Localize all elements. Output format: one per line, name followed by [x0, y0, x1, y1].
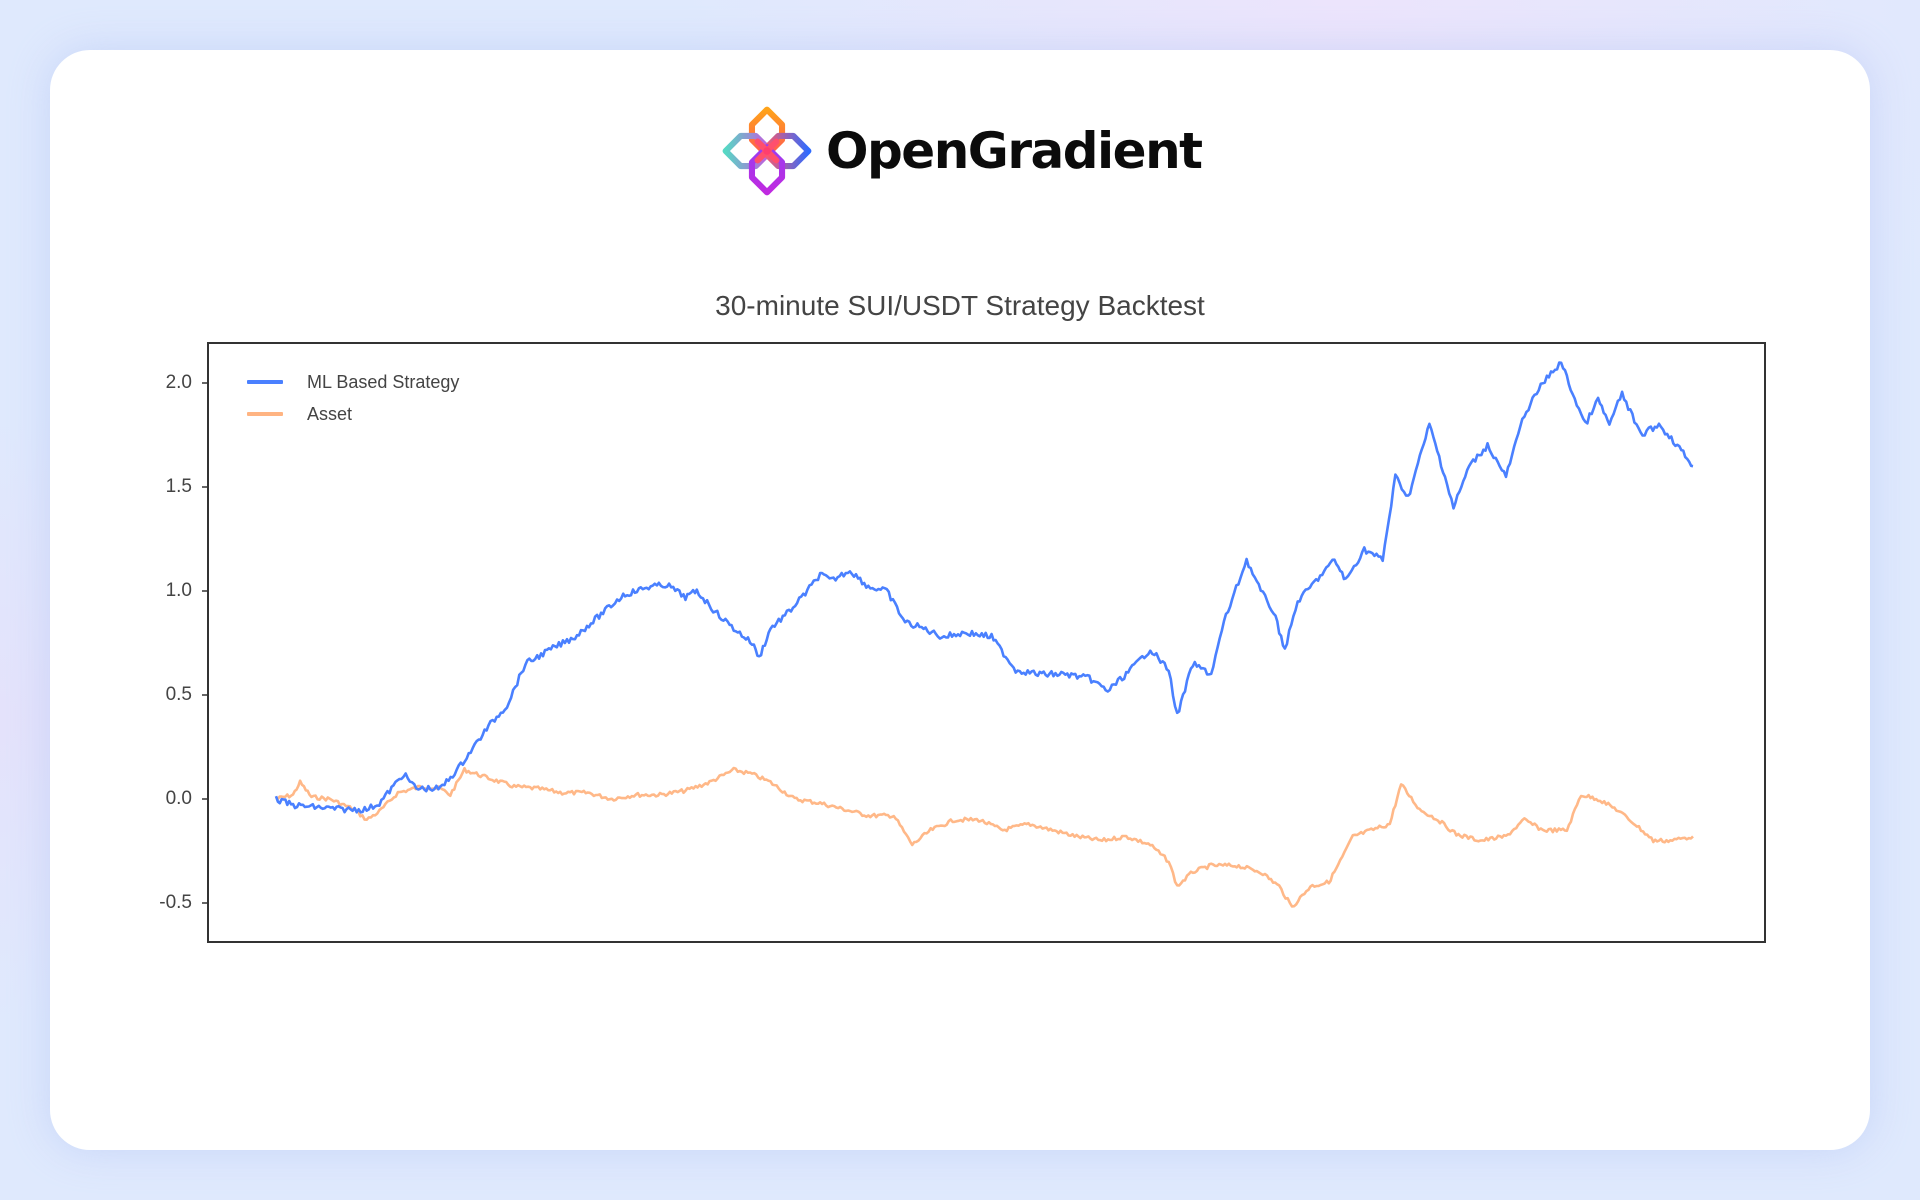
chart-legend: ML Based Strategy Asset [240, 366, 459, 430]
brand-name: OpenGradient [826, 122, 1203, 180]
legend-label-ml-strategy: ML Based Strategy [307, 371, 460, 392]
legend-item-asset: Asset [240, 398, 459, 430]
opengradient-logo-icon [722, 106, 812, 196]
y-tick-label: 0.5 [165, 684, 192, 705]
content-card [50, 50, 1870, 1150]
ml-strategy-line [274, 361, 1694, 814]
legend-swatch-ml-strategy [247, 380, 283, 384]
chart-title: 30-minute SUI/USDT Strategy Backtest [715, 290, 1205, 321]
y-tick-label: 1.5 [165, 476, 192, 497]
y-tick-label: -0.5 [159, 892, 192, 913]
asset-line [275, 766, 1694, 908]
brand-header: OpenGradient [720, 103, 1203, 199]
legend-item-ml-strategy: ML Based Strategy [240, 366, 459, 398]
y-tick-label: 2.0 [165, 372, 192, 393]
y-axis-ticks [202, 382, 208, 904]
legend-swatch-asset [247, 412, 283, 416]
plot-frame [207, 342, 1766, 943]
y-tick-label: 0.0 [165, 788, 192, 809]
legend-label-asset: Asset [307, 403, 353, 424]
y-tick-label: 1.0 [165, 580, 192, 601]
chart-series [274, 361, 1694, 908]
